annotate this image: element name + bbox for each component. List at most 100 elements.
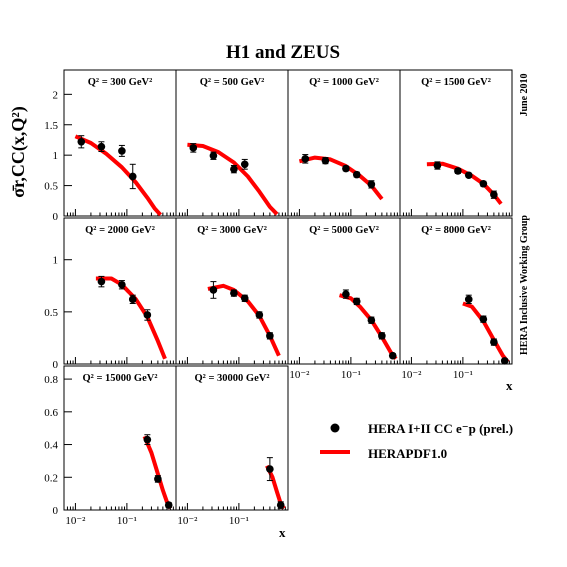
data-point: [276, 501, 285, 509]
herapdf-curve: [426, 161, 503, 206]
y-tick-label: 0.2: [44, 472, 58, 484]
data-point: [490, 190, 498, 199]
data-point: [154, 475, 162, 483]
data-point: [500, 357, 509, 365]
data-point: [342, 290, 350, 298]
x-tick-label: 10⁻²: [177, 515, 198, 527]
data-point: [266, 332, 274, 340]
panel-5: 0 0.5 1 Q² = 2000 GeV²: [44, 217, 177, 371]
herapdf-curve: [298, 155, 384, 201]
data-point: [266, 465, 274, 473]
panel-7: 10⁻² 10⁻¹ Q² = 5000 GeV²: [287, 217, 401, 381]
panel-frame: [399, 69, 513, 217]
panel-2: Q² = 500 GeV²: [175, 69, 289, 217]
panel-6: Q² = 3000 GeV²: [175, 217, 289, 365]
herapdf-curve: [462, 301, 510, 364]
y-tick-label: 0: [53, 505, 59, 517]
x-tick-label: 10⁻²: [65, 515, 86, 527]
data-point: [143, 435, 152, 444]
data-point: [128, 295, 137, 304]
x-axis-label-row3: x: [279, 525, 286, 540]
y-tick-label: 0.5: [44, 181, 58, 193]
data-point: [77, 137, 86, 146]
data-point: [301, 155, 310, 163]
x-tick-label: 10⁻¹: [341, 369, 361, 381]
panel-9: 0 0.2 0.4 0.6 0.8 10⁻² 10⁻¹ Q² = 15000 GeV²: [44, 365, 177, 527]
herapdf-curve: [187, 142, 279, 216]
data-point: [479, 315, 488, 323]
data-point: [164, 501, 173, 509]
panel-label: Q² = 15000 GeV²: [83, 373, 158, 384]
data-point: [464, 295, 473, 304]
y-tick-label: 1: [53, 150, 59, 162]
y-tick-label: 0.6: [44, 407, 58, 419]
x-axis-label-row2: x: [506, 378, 513, 393]
data-point: [97, 277, 106, 286]
data-point: [352, 297, 361, 306]
panel-label: Q² = 300 GeV²: [88, 77, 152, 88]
panel-label: Q² = 3000 GeV²: [197, 225, 267, 236]
panel-label: Q² = 1500 GeV²: [421, 77, 491, 88]
x-tick-label: 10⁻¹: [229, 515, 249, 527]
y-tick-label: 0.8: [44, 374, 58, 386]
data-point: [342, 164, 350, 173]
data-point: [97, 142, 106, 151]
panels-grid: 0 0.5 1 1.5 2 Q² = 300 GeV² Q² = 500 GeV² Q² = …: [44, 69, 513, 527]
data-point: [230, 289, 238, 297]
y-tick-label: 2: [53, 89, 59, 101]
panel-10: 10⁻² 10⁻¹ Q² = 30000 GeV²: [175, 365, 289, 527]
herapdf-curve: [338, 293, 398, 361]
panel-3: Q² = 1000 GeV²: [287, 69, 401, 217]
data-point: [230, 165, 238, 173]
data-point: [209, 286, 218, 294]
y-tick-label: 1.5: [44, 120, 58, 132]
data-point: [118, 280, 126, 289]
panel-frame: [175, 69, 289, 217]
y-axis-label: σ̄r,CC(x,Q²): [8, 106, 29, 198]
data-point: [378, 332, 386, 340]
y-tick-label: 0.4: [44, 440, 58, 452]
data-point: [128, 172, 137, 181]
herapdf-curve: [142, 435, 173, 510]
data-point: [490, 338, 498, 346]
x-tick-label: 10⁻²: [289, 369, 310, 381]
x-tick-label: 10⁻²: [401, 369, 422, 381]
panel-label: Q² = 5000 GeV²: [309, 225, 379, 236]
data-point: [209, 151, 218, 160]
panel-frame: [287, 69, 401, 217]
panel-label: Q² = 1000 GeV²: [309, 77, 379, 88]
data-point: [255, 311, 264, 319]
data-point: [321, 156, 330, 165]
date-label: June 2010: [519, 73, 530, 116]
y-tick-label: 1: [53, 255, 59, 267]
data-point: [240, 294, 249, 303]
herapdf-curve: [95, 276, 167, 360]
data-point: [118, 147, 126, 155]
legend-data-label: HERA I+II CC e⁻p (prel.): [368, 421, 513, 436]
herapdf-curve: [74, 134, 162, 217]
panel-frame: [63, 365, 177, 511]
group-label: HERA Inclusive Working Group: [519, 215, 530, 355]
data-point: [454, 167, 462, 175]
data-point: [433, 161, 442, 170]
data-point: [352, 170, 361, 179]
panel-4: Q² = 1500 GeV²: [399, 69, 513, 217]
y-tick-label: 0: [53, 211, 59, 223]
chart-title: H1 and ZEUS: [226, 42, 340, 63]
panel-frame: [399, 217, 513, 365]
data-point: [240, 160, 249, 169]
x-tick-label: 10⁻¹: [453, 369, 473, 381]
data-point: [189, 144, 198, 152]
panel-label: Q² = 2000 GeV²: [85, 225, 155, 236]
y-tick-label: 0.5: [44, 307, 58, 319]
y-tick-label: 0: [53, 359, 59, 371]
legend-data-marker: [330, 423, 340, 433]
data-point: [367, 180, 376, 189]
panel-label: Q² = 500 GeV²: [200, 77, 264, 88]
data-point: [479, 179, 488, 188]
x-tick-label: 10⁻¹: [117, 515, 137, 527]
panel-label: Q² = 30000 GeV²: [195, 373, 270, 384]
panel-8: 10⁻² 10⁻¹ Q² = 8000 GeV²: [399, 217, 513, 381]
panel-label: Q² = 8000 GeV²: [421, 225, 491, 236]
